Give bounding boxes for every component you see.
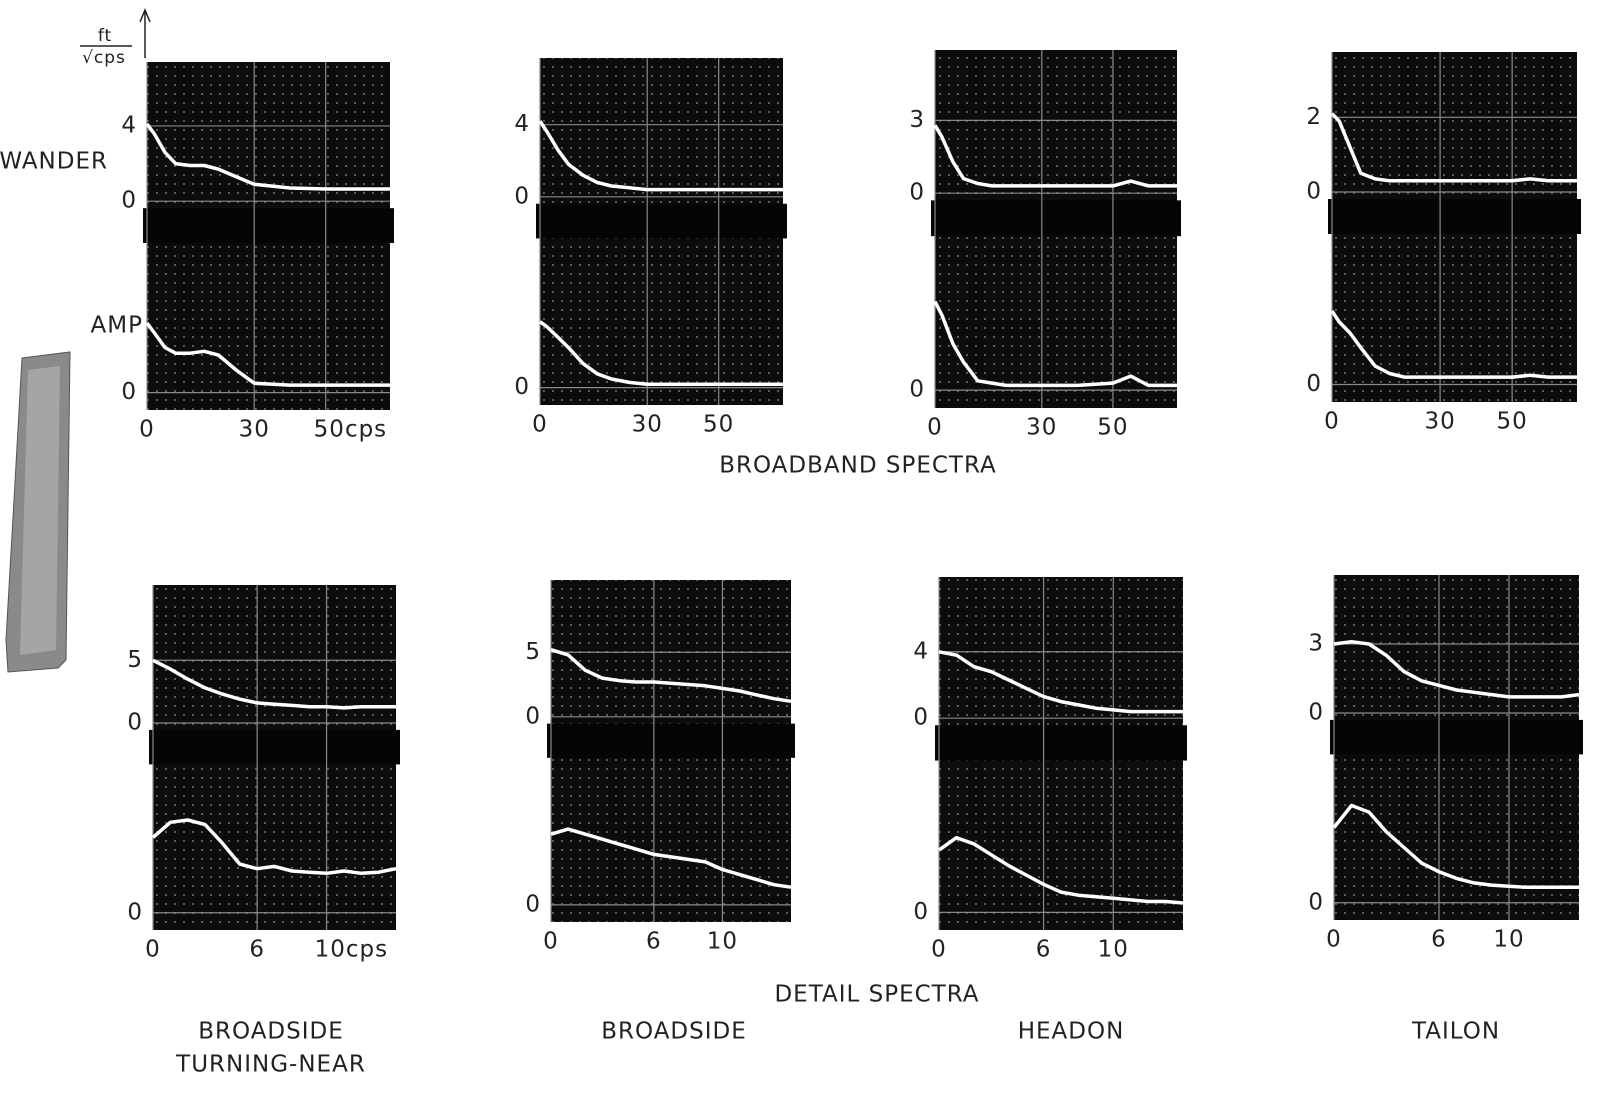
spectrum-line <box>1332 803 1579 890</box>
x-tick-label: 50 <box>703 412 734 438</box>
y-tick-label: 4 <box>121 112 137 138</box>
x-tick-label: 0 <box>931 937 947 963</box>
x-tick-label: 6 <box>646 929 662 955</box>
y-tick-label: 0 <box>913 899 929 925</box>
panel-band <box>149 729 400 765</box>
content: ft √cps WANDER AMP BROADBAND SPECTRA DET… <box>0 8 997 1008</box>
y-tick-label: 3 <box>1308 631 1324 657</box>
x-tick-label: 0 <box>543 929 559 955</box>
panel-band <box>1328 199 1581 234</box>
section-title: DETAIL SPECTRA <box>774 982 979 1008</box>
spectrum-line <box>938 650 1183 714</box>
y-tick-label: 5 <box>525 639 541 665</box>
unit-denominator: √cps <box>82 48 126 68</box>
y-tick-label: 0 <box>514 374 530 400</box>
spectrum-line <box>152 658 396 710</box>
x-tick-label: 0 <box>1326 927 1342 953</box>
x-tick-label: 0 <box>927 415 943 441</box>
x-tick-label: 30 <box>239 417 270 443</box>
x-tick-label: 30 <box>1424 409 1455 435</box>
caption: TURNING-NEAR <box>175 1052 366 1078</box>
spectrum-line <box>933 124 1177 188</box>
panel-band <box>931 200 1181 237</box>
y-tick-label: 0 <box>909 377 925 403</box>
panel-band <box>1330 719 1583 755</box>
unit-arrow-head <box>139 8 151 23</box>
x-tick-label: 30 <box>632 412 663 438</box>
x-tick-label: 0 <box>1324 409 1340 435</box>
caption: HEADON <box>1018 1019 1125 1045</box>
y-tick-label: 3 <box>909 107 925 133</box>
y-tick-label: 5 <box>127 647 143 673</box>
x-tick-label: 10 <box>1493 927 1524 953</box>
y-tick-label: 0 <box>121 188 137 214</box>
x-tick-label: 50 <box>1097 415 1128 441</box>
spectrum-line <box>1330 112 1577 183</box>
caption: BROADSIDE <box>601 1019 747 1045</box>
y-tick-label: 4 <box>514 111 530 137</box>
spectrum-line <box>550 827 792 889</box>
caption: BROADSIDE <box>198 1019 344 1045</box>
section-title: BROADBAND SPECTRA <box>719 453 997 479</box>
x-tick-label: 6 <box>1431 927 1447 953</box>
spectrum-line <box>145 123 390 191</box>
y-tick-label: 0 <box>121 379 137 405</box>
y-tick-label: 0 <box>1308 700 1324 726</box>
panel <box>547 580 795 922</box>
panel <box>931 50 1181 408</box>
y-tick-label: 0 <box>127 899 143 925</box>
spectrum-line <box>937 835 1184 905</box>
y-tick-label: 4 <box>913 638 929 664</box>
spectrum-line <box>151 818 397 876</box>
x-tick-label: 6 <box>249 937 265 963</box>
x-tick-label: 0 <box>139 417 155 443</box>
x-tick-label: 10 <box>707 929 738 955</box>
y-tick-label: 0 <box>913 705 929 731</box>
spectrum-line <box>145 322 390 387</box>
y-tick-label: 0 <box>1306 179 1322 205</box>
spectrum-line <box>1330 309 1577 379</box>
x-tick-label: 6 <box>1036 937 1052 963</box>
panel <box>1328 52 1581 402</box>
panel-band <box>547 723 795 758</box>
panel <box>143 62 394 410</box>
caption: TAILON <box>1411 1019 1500 1045</box>
x-tick-label: 10cps <box>315 937 389 963</box>
y-tick-label: 0 <box>1306 371 1322 397</box>
panel <box>149 585 400 930</box>
row-label: WANDER <box>0 149 108 175</box>
x-tick-label: 30 <box>1026 415 1057 441</box>
panel <box>1330 575 1583 920</box>
panel <box>935 577 1187 930</box>
spectrum-line <box>538 120 783 192</box>
panel <box>536 58 787 405</box>
x-tick-label: 0 <box>532 412 548 438</box>
panel-band <box>536 203 787 239</box>
y-tick-label: 0 <box>525 703 541 729</box>
panel-band <box>935 725 1187 761</box>
panel-band <box>143 208 394 243</box>
spectrum-line <box>933 300 1177 388</box>
unit-numerator: ft <box>98 26 112 46</box>
y-tick-label: 2 <box>1306 104 1322 130</box>
y-tick-label: 0 <box>127 710 143 736</box>
spectrum-line <box>550 648 792 704</box>
y-tick-label: 0 <box>1308 889 1324 915</box>
row-label: AMP <box>91 313 143 339</box>
y-tick-label: 0 <box>514 183 530 209</box>
x-tick-label: 0 <box>145 937 161 963</box>
x-tick-label: 50 <box>1497 409 1528 435</box>
tape-highlight <box>20 366 60 655</box>
x-tick-label: 50cps <box>314 417 388 443</box>
x-tick-label: 10 <box>1098 937 1129 963</box>
spectrum-line <box>1333 639 1580 699</box>
y-tick-label: 0 <box>525 891 541 917</box>
y-tick-label: 0 <box>909 180 925 206</box>
spectrum-line <box>538 320 783 386</box>
